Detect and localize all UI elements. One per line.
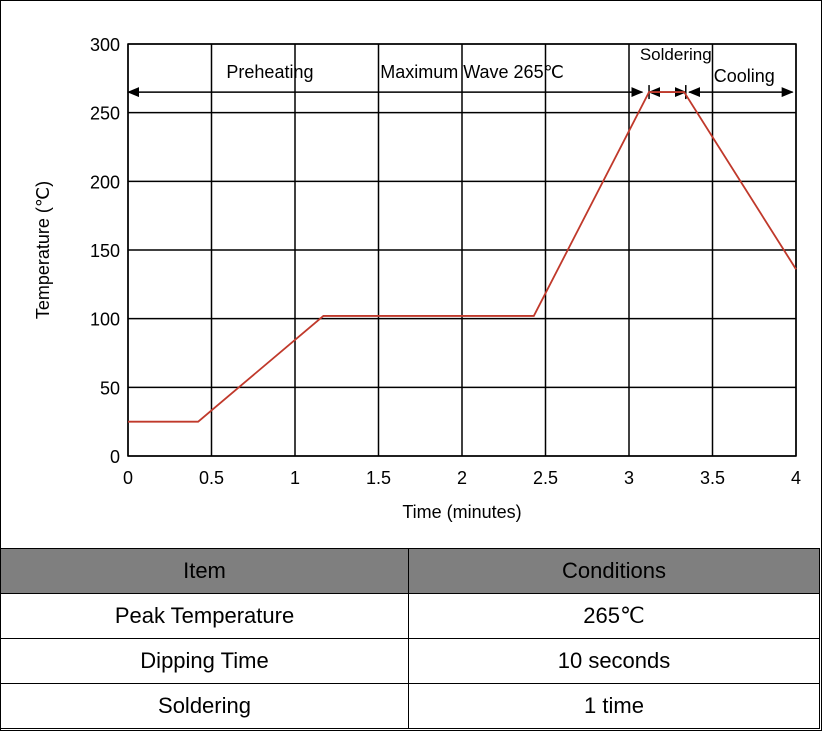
x-tick-label: 0.5 xyxy=(199,468,224,488)
cell-condition: 1 time xyxy=(408,683,820,729)
table-row: Peak Temperature 265℃ xyxy=(0,593,820,639)
cell-condition: 10 seconds xyxy=(408,638,820,684)
x-tick-label: 2 xyxy=(457,468,467,488)
x-axis-label: Time (minutes) xyxy=(402,502,521,522)
temperature-profile-line xyxy=(128,91,797,423)
x-tick-label: 1 xyxy=(290,468,300,488)
cell-item: Soldering xyxy=(0,683,409,729)
plot-area-border xyxy=(127,43,797,457)
y-tick-label: 100 xyxy=(90,310,120,330)
conditions-table: Item Conditions Peak Temperature 265℃ Di… xyxy=(0,548,820,729)
annotation-preheating: Preheating xyxy=(226,62,313,82)
y-tick-label: 300 xyxy=(90,35,120,55)
table-header-row: Item Conditions xyxy=(0,548,820,594)
x-tick-label: 2.5 xyxy=(533,468,558,488)
y-axis-label: Temperature (℃) xyxy=(33,181,53,319)
table-row: Dipping Time 10 seconds xyxy=(0,638,820,684)
cell-item: Dipping Time xyxy=(0,638,409,684)
cell-item: Peak Temperature xyxy=(0,593,409,639)
x-tick-label: 3.5 xyxy=(700,468,725,488)
cell-condition: 265℃ xyxy=(408,593,820,639)
annotation-soldering: Soldering xyxy=(640,45,712,64)
y-tick-label: 200 xyxy=(90,172,120,192)
table-row: Soldering 1 time xyxy=(0,683,820,729)
x-tick-label: 3 xyxy=(624,468,634,488)
annotation-cooling: Cooling xyxy=(714,66,775,86)
y-tick-label: 250 xyxy=(90,104,120,124)
y-tick-label: 0 xyxy=(110,447,120,467)
y-tick-label: 150 xyxy=(90,241,120,261)
column-header-conditions: Conditions xyxy=(408,548,820,594)
y-tick-label: 50 xyxy=(100,378,120,398)
x-tick-label: 1.5 xyxy=(366,468,391,488)
x-tick-label: 4 xyxy=(791,468,801,488)
annotation-maximum-wave: Maximum Wave 265℃ xyxy=(380,62,564,82)
column-header-item: Item xyxy=(0,548,409,594)
x-tick-label: 0 xyxy=(123,468,133,488)
reflow-profile-chart: 0 50 100 150 200 250 300 0 0.5 1 1.5 2 2.5 3 3.5 4 Time … xyxy=(33,35,801,522)
